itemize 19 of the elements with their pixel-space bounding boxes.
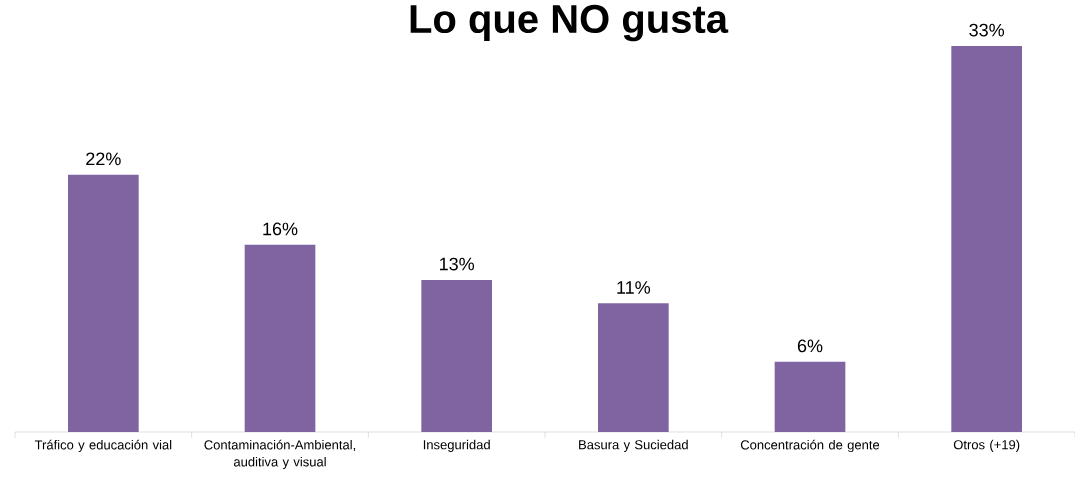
bar xyxy=(951,45,1022,432)
bar xyxy=(68,174,139,432)
x-tick-label: Basura y Suciedad xyxy=(579,439,688,452)
x-tick-label: Otros (+19) xyxy=(953,439,1020,452)
bar xyxy=(421,279,493,432)
x-tick-label: Concentración de gente xyxy=(740,439,880,453)
data-label: 16% xyxy=(263,222,298,236)
data-label: 22% xyxy=(86,152,121,166)
bar xyxy=(598,303,669,432)
chart-title: Lo que NO gusta xyxy=(410,4,729,42)
data-label: 11% xyxy=(617,281,651,294)
x-tick-label: Contaminación-Ambiental, auditiva y visual xyxy=(204,439,356,470)
x-tick-label: Tráfico y educación vial xyxy=(34,439,172,453)
data-label: 6% xyxy=(797,339,823,353)
data-label: 13% xyxy=(440,257,475,271)
x-tick-label: Inseguridad xyxy=(423,439,490,452)
data-label: 33% xyxy=(969,23,1005,37)
bar xyxy=(774,361,846,432)
bar xyxy=(244,244,316,432)
